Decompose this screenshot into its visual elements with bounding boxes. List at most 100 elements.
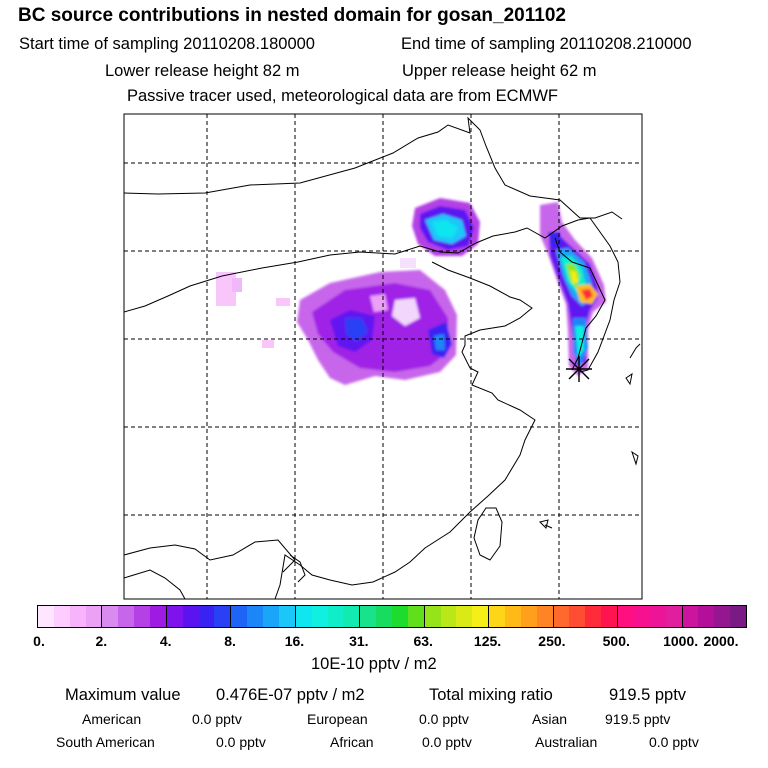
colorbar-swatch — [585, 606, 602, 627]
colorbar-swatch — [295, 606, 312, 627]
max-value: 0.476E-07 pptv / m2 — [216, 686, 365, 704]
colorbar-swatch — [472, 606, 489, 627]
start-time-label: Start time of sampling 20110208.180000 — [19, 35, 315, 53]
max-value-label: Maximum value — [65, 686, 181, 704]
colorbar-swatch — [553, 606, 570, 627]
colorbar-swatch — [343, 606, 360, 627]
colorbar-segment — [682, 606, 746, 627]
colorbar-tick-label: 63. — [413, 633, 433, 649]
region-south-american-value: 0.0 pptv — [216, 734, 266, 750]
colorbar-tick-label: 0. — [33, 633, 45, 649]
colorbar-swatch — [391, 606, 408, 627]
colorbar-segment — [618, 606, 683, 627]
total-mixing-label: Total mixing ratio — [429, 686, 553, 704]
colorbar-swatch — [214, 606, 231, 627]
colorbar-segment — [38, 606, 103, 627]
end-time-label: End time of sampling 20110208.210000 — [401, 35, 692, 53]
coastlines — [123, 116, 641, 600]
colorbar-swatch — [649, 606, 666, 627]
colorbar-segment — [166, 606, 232, 627]
receptor-marker — [566, 356, 592, 382]
upper-release-height-label: Upper release height 62 m — [402, 62, 597, 80]
colorbar-swatch — [505, 606, 521, 627]
colorbar-swatch — [520, 606, 537, 627]
colorbar-swatch — [633, 606, 650, 627]
colorbar-tick-label: 16. — [284, 633, 305, 649]
total-mixing-value: 919.5 pptv — [609, 686, 687, 704]
colorbar-swatch — [536, 606, 553, 627]
colorbar-swatch — [665, 606, 682, 627]
footprint-plume-west — [297, 270, 457, 385]
map-border — [123, 113, 643, 600]
colorbar-swatch — [376, 606, 392, 627]
region-american-value: 0.0 pptv — [192, 711, 242, 727]
colorbar-segment — [295, 606, 361, 627]
colorbar-unit: 10E-10 pptv / m2 — [311, 655, 437, 673]
region-asian-value: 919.5 pptv — [605, 711, 671, 727]
colorbar-swatch — [150, 606, 166, 627]
footprint-plume-east — [540, 202, 606, 376]
colorbar-tick-label: 1000. — [663, 633, 699, 649]
colorbar-swatch — [69, 606, 86, 627]
lat-lon-grid — [124, 114, 642, 599]
colorbar-swatch — [198, 606, 215, 627]
colorbar-swatch — [182, 606, 199, 627]
colorbar-swatch — [618, 606, 634, 627]
colorbar-tick-label: 8. — [224, 633, 236, 649]
colorbar-swatch — [166, 606, 183, 627]
colorbar-swatch — [440, 606, 457, 627]
colorbar-tick-label: 2000. — [703, 633, 739, 649]
colorbar-swatch — [118, 606, 135, 627]
colorbar-swatch — [407, 606, 424, 627]
region-asian-label: Asian — [532, 711, 568, 727]
colorbar-swatch — [714, 606, 731, 627]
footprint-faint-west — [216, 258, 416, 348]
colorbar-swatch — [698, 606, 715, 627]
colorbar-swatch — [231, 606, 248, 627]
region-european-value: 0.0 pptv — [419, 711, 469, 727]
region-african-value: 0.0 pptv — [422, 734, 472, 750]
colorbar-swatch — [38, 606, 54, 627]
colorbar-swatch — [247, 606, 264, 627]
colorbar-swatch — [569, 606, 586, 627]
colorbar-swatch — [53, 606, 70, 627]
region-australian-label: Australian — [535, 734, 598, 750]
colorbar-swatch — [360, 606, 377, 627]
colorbar-swatch — [456, 606, 473, 627]
region-australian-value: 0.0 pptv — [649, 734, 699, 750]
colorbar-swatch — [263, 606, 279, 627]
colorbar-segment — [231, 606, 296, 627]
colorbar-tick-label: 4. — [159, 633, 172, 649]
colorbar-swatch — [327, 606, 344, 627]
colorbar-swatch — [85, 606, 102, 627]
colorbar-swatch — [102, 606, 119, 627]
colorbar-segment — [424, 606, 490, 627]
colorbar-tick-label: 125. — [473, 633, 502, 649]
region-european-label: European — [307, 711, 368, 727]
region-african-label: African — [330, 734, 374, 750]
colorbar-swatch — [311, 606, 328, 627]
footprint-plume-north — [412, 198, 480, 256]
colorbar-swatch — [730, 606, 746, 627]
colorbar-swatch — [134, 606, 151, 627]
colorbar-tick-label: 500. — [602, 633, 630, 649]
colorbar-segment — [553, 606, 619, 627]
colorbar-tick-label: 250. — [538, 633, 566, 649]
colorbar-swatch — [278, 606, 295, 627]
lower-release-height-label: Lower release height 82 m — [105, 62, 300, 80]
colorbar-tick-label: 2. — [95, 633, 108, 649]
colorbar — [37, 605, 747, 628]
plot-title: BC source contributions in nested domain… — [18, 5, 566, 26]
colorbar-segment — [102, 606, 167, 627]
colorbar-swatch — [424, 606, 441, 627]
colorbar-swatch — [682, 606, 699, 627]
colorbar-segment — [360, 606, 425, 627]
colorbar-segment — [489, 606, 554, 627]
colorbar-swatch — [601, 606, 618, 627]
tracer-note: Passive tracer used, meteorological data… — [127, 87, 558, 105]
colorbar-tick-label: 31. — [349, 633, 369, 649]
region-american-label: American — [82, 711, 142, 727]
colorbar-swatch — [489, 606, 506, 627]
region-south-american-label: South American — [56, 734, 155, 750]
